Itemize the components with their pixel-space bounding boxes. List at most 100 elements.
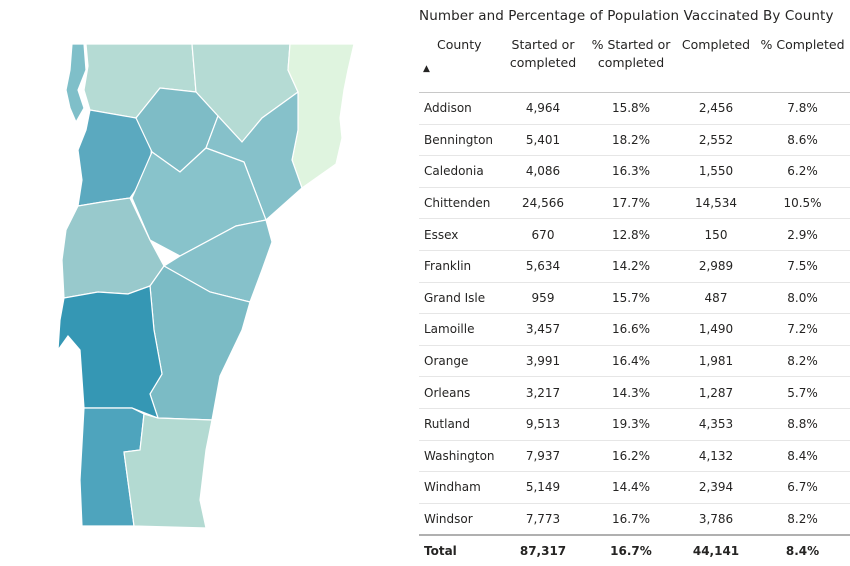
cell-started: 3,991	[501, 345, 585, 378]
cell-pct-completed: 7.2%	[755, 313, 850, 346]
cell-pct-started: 16.6%	[585, 313, 677, 346]
cell-pct-completed: 2.9%	[755, 218, 850, 251]
table-row[interactable]: Orange 3,991 16.4% 1,981 8.2%	[419, 345, 850, 378]
table-total-row: Total 87,317 16.7% 44,141 8.4%	[419, 534, 850, 566]
table-row[interactable]: Bennington 5,401 18.2% 2,552 8.6%	[419, 124, 850, 157]
sort-ascending-icon[interactable]: ▲	[423, 64, 430, 74]
county-windham[interactable]	[123, 413, 213, 529]
cell-pct-completed: 8.2%	[755, 503, 850, 536]
cell-pct-started: 14.4%	[585, 471, 677, 504]
cell-pct-completed: 8.2%	[755, 345, 850, 378]
county-rutland[interactable]	[57, 285, 163, 420]
cell-completed: 2,394	[677, 471, 755, 504]
table-row[interactable]: Rutland 9,513 19.3% 4,353 8.8%	[419, 408, 850, 441]
cell-pct-completed: 8.0%	[755, 282, 850, 315]
table-row[interactable]: Orleans 3,217 14.3% 1,287 5.7%	[419, 376, 850, 409]
cell-started: 5,634	[501, 250, 585, 283]
cell-pct-completed: 10.5%	[755, 187, 850, 220]
table-row[interactable]: Lamoille 3,457 16.6% 1,490 7.2%	[419, 313, 850, 346]
map-svg	[57, 43, 355, 529]
vermont-county-map	[40, 30, 380, 550]
cell-pct-started: 16.7%	[585, 503, 677, 536]
vaccination-table: County ▲ Started or completed % Started …	[419, 33, 850, 566]
cell-pct-started: 12.8%	[585, 218, 677, 251]
cell-pct-started: 16.3%	[585, 155, 677, 188]
cell-completed: 2,552	[677, 124, 755, 157]
cell-county: Addison	[419, 92, 501, 125]
table-row[interactable]: Franklin 5,634 14.2% 2,989 7.5%	[419, 250, 850, 283]
cell-pct-completed: 7.8%	[755, 92, 850, 125]
column-header-completed[interactable]: Completed	[677, 33, 755, 93]
table-row[interactable]: Essex 670 12.8% 150 2.9%	[419, 218, 850, 251]
table-header-row: County ▲ Started or completed % Started …	[419, 33, 850, 93]
cell-county: Orange	[419, 345, 501, 378]
cell-pct-started: 16.2%	[585, 440, 677, 473]
cell-completed: 14,534	[677, 187, 755, 220]
table-row[interactable]: Windsor 7,773 16.7% 3,786 8.2%	[419, 503, 850, 536]
cell-pct-started: 15.8%	[585, 92, 677, 125]
cell-pct-started: 16.4%	[585, 345, 677, 378]
table-row[interactable]: Chittenden 24,566 17.7% 14,534 10.5%	[419, 187, 850, 220]
table-row[interactable]: Windham 5,149 14.4% 2,394 6.7%	[419, 471, 850, 504]
cell-county: Windsor	[419, 503, 501, 536]
cell-county: Lamoille	[419, 313, 501, 346]
cell-pct-started: 19.3%	[585, 408, 677, 441]
cell-completed: 1,287	[677, 376, 755, 409]
table-row[interactable]: Addison 4,964 15.8% 2,456 7.8%	[419, 92, 850, 125]
cell-pct-started: 18.2%	[585, 124, 677, 157]
cell-pct-completed: 5.7%	[755, 376, 850, 409]
cell-pct-started: 17.7%	[585, 187, 677, 220]
cell-county: Bennington	[419, 124, 501, 157]
cell-started: 7,773	[501, 503, 585, 536]
cell-county: Franklin	[419, 250, 501, 283]
cell-started: 24,566	[501, 187, 585, 220]
county-grand-isle[interactable]	[65, 43, 87, 124]
cell-pct-completed: 8.6%	[755, 124, 850, 157]
cell-county: Rutland	[419, 408, 501, 441]
cell-county: Chittenden	[419, 187, 501, 220]
cell-started: 4,964	[501, 92, 585, 125]
cell-started: 7,937	[501, 440, 585, 473]
column-header-started[interactable]: Started or completed	[501, 33, 585, 93]
cell-pct-completed: 6.7%	[755, 471, 850, 504]
total-completed: 44,141	[677, 534, 755, 566]
table-row[interactable]: Washington 7,937 16.2% 4,132 8.4%	[419, 440, 850, 473]
cell-county: Windham	[419, 471, 501, 504]
cell-started: 3,457	[501, 313, 585, 346]
cell-started: 959	[501, 282, 585, 315]
total-started: 87,317	[501, 534, 585, 566]
column-header-pct-started[interactable]: % Started or completed	[585, 33, 677, 93]
cell-completed: 3,786	[677, 503, 755, 536]
cell-pct-completed: 6.2%	[755, 155, 850, 188]
cell-completed: 2,989	[677, 250, 755, 283]
cell-county: Caledonia	[419, 155, 501, 188]
column-header-pct-completed[interactable]: % Completed	[755, 33, 850, 93]
cell-started: 5,149	[501, 471, 585, 504]
cell-pct-started: 15.7%	[585, 282, 677, 315]
total-pct-completed: 8.4%	[755, 534, 850, 566]
cell-started: 9,513	[501, 408, 585, 441]
cell-county: Washington	[419, 440, 501, 473]
cell-started: 5,401	[501, 124, 585, 157]
cell-started: 4,086	[501, 155, 585, 188]
cell-pct-completed: 8.8%	[755, 408, 850, 441]
column-header-county[interactable]: County ▲	[419, 33, 501, 93]
cell-completed: 1,550	[677, 155, 755, 188]
cell-county: Orleans	[419, 376, 501, 409]
column-header-label: County	[437, 37, 482, 52]
table-row[interactable]: Caledonia 4,086 16.3% 1,550 6.2%	[419, 155, 850, 188]
cell-pct-started: 14.2%	[585, 250, 677, 283]
cell-county: Essex	[419, 218, 501, 251]
cell-completed: 2,456	[677, 92, 755, 125]
cell-completed: 4,353	[677, 408, 755, 441]
cell-completed: 1,490	[677, 313, 755, 346]
cell-county: Grand Isle	[419, 282, 501, 315]
cell-pct-completed: 7.5%	[755, 250, 850, 283]
cell-started: 670	[501, 218, 585, 251]
cell-completed: 1,981	[677, 345, 755, 378]
table-row[interactable]: Grand Isle 959 15.7% 487 8.0%	[419, 282, 850, 315]
total-label: Total	[419, 534, 501, 566]
cell-pct-started: 14.3%	[585, 376, 677, 409]
table-title: Number and Percentage of Population Vacc…	[419, 8, 834, 24]
cell-completed: 150	[677, 218, 755, 251]
